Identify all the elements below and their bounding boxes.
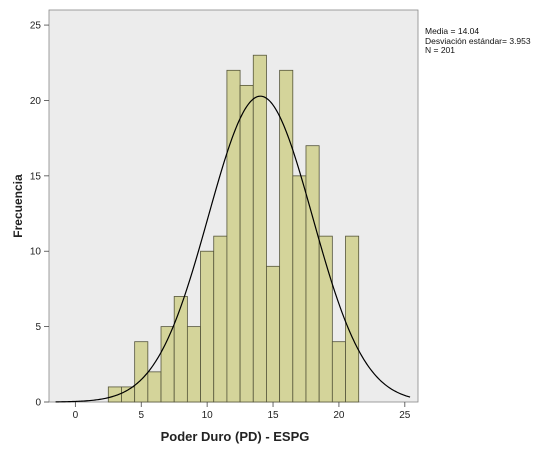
histogram-bar-12 — [266, 265, 281, 403]
histogram-bar-3 — [147, 371, 162, 403]
histogram-bar-15 — [305, 145, 320, 403]
histogram-bar-17 — [331, 341, 346, 403]
histogram-bar-8 — [213, 235, 228, 403]
histogram-bar-4 — [160, 326, 175, 403]
x-tick-label: 0 — [73, 410, 79, 421]
histogram-bar-2 — [134, 341, 149, 403]
histogram-bar-11 — [252, 54, 267, 403]
x-tick-label: 20 — [333, 410, 345, 421]
stat-mean: Media = 14.04 — [425, 26, 480, 36]
stat-n: N = 201 — [425, 45, 456, 55]
x-tick-label: 25 — [399, 410, 411, 421]
x-tick-label: 15 — [267, 410, 279, 421]
histogram-bar-5 — [173, 296, 188, 403]
summary-statistics: Media = 14.04 Desviación estándar= 3.953… — [425, 26, 531, 56]
histogram-bar-6 — [186, 326, 201, 403]
y-tick-label: 25 — [30, 21, 42, 32]
histogram-bar-18 — [345, 235, 360, 403]
histogram-bar-14 — [292, 175, 307, 403]
x-tick-label: 10 — [202, 410, 214, 421]
histogram-bar-7 — [200, 250, 215, 403]
histogram-bar-9 — [226, 69, 241, 403]
y-tick-label: 10 — [30, 247, 42, 258]
normal-curve — [55, 95, 411, 403]
histogram-bar-16 — [318, 235, 333, 403]
y-tick-label: 20 — [30, 96, 42, 107]
histogram-bar-10 — [239, 84, 254, 403]
y-tick-label: 5 — [35, 322, 41, 333]
x-axis-label: Poder Duro (PD) - ESPG — [161, 429, 310, 444]
y-axis-label: Frecuencia — [11, 174, 25, 238]
y-tick-label: 0 — [35, 398, 41, 409]
y-tick-label: 15 — [30, 171, 42, 182]
x-tick-label: 5 — [138, 410, 144, 421]
stat-std-dev: Desviación estándar= 3.953 — [425, 35, 531, 46]
